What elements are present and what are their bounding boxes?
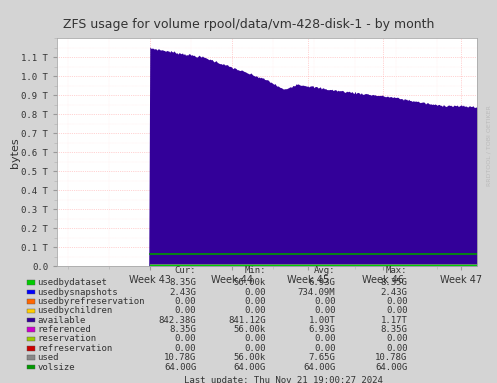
Text: used: used xyxy=(37,353,59,362)
Text: 0.00: 0.00 xyxy=(245,288,266,296)
Text: RRDTOOL / TOBI OETIKER: RRDTOOL / TOBI OETIKER xyxy=(486,105,491,186)
Text: 0.00: 0.00 xyxy=(314,334,335,344)
Text: 0.00: 0.00 xyxy=(175,297,196,306)
Text: 1.17T: 1.17T xyxy=(381,316,408,325)
Text: Last update: Thu Nov 21 19:00:27 2024: Last update: Thu Nov 21 19:00:27 2024 xyxy=(184,376,383,383)
Text: reservation: reservation xyxy=(37,334,96,344)
Text: available: available xyxy=(37,316,85,325)
Text: 0.00: 0.00 xyxy=(245,297,266,306)
Text: 56.00k: 56.00k xyxy=(234,325,266,334)
Text: usedbychildren: usedbychildren xyxy=(37,306,112,315)
Text: usedbysnapshots: usedbysnapshots xyxy=(37,288,118,296)
Y-axis label: bytes: bytes xyxy=(10,137,20,167)
Text: referenced: referenced xyxy=(37,325,91,334)
Text: 0.00: 0.00 xyxy=(175,344,196,353)
Text: 0.00: 0.00 xyxy=(175,334,196,344)
Text: usedbyrefreservation: usedbyrefreservation xyxy=(37,297,145,306)
Text: 10.78G: 10.78G xyxy=(164,353,196,362)
Text: Min:: Min: xyxy=(245,266,266,275)
Text: 0.00: 0.00 xyxy=(245,306,266,315)
Text: 0.00: 0.00 xyxy=(386,344,408,353)
Text: 8.35G: 8.35G xyxy=(381,325,408,334)
Text: Cur:: Cur: xyxy=(175,266,196,275)
Text: 6.93G: 6.93G xyxy=(309,325,335,334)
Text: 8.35G: 8.35G xyxy=(381,278,408,287)
Text: 0.00: 0.00 xyxy=(245,334,266,344)
Text: 64.00G: 64.00G xyxy=(234,363,266,372)
Text: 8.35G: 8.35G xyxy=(169,325,196,334)
Text: 734.09M: 734.09M xyxy=(298,288,335,296)
Text: 0.00: 0.00 xyxy=(245,344,266,353)
Text: refreservation: refreservation xyxy=(37,344,112,353)
Text: 6.93G: 6.93G xyxy=(309,278,335,287)
Text: 0.00: 0.00 xyxy=(386,306,408,315)
Text: 64.00G: 64.00G xyxy=(164,363,196,372)
Text: 0.00: 0.00 xyxy=(175,306,196,315)
Text: 841.12G: 841.12G xyxy=(228,316,266,325)
Text: 0.00: 0.00 xyxy=(386,334,408,344)
Text: 8.35G: 8.35G xyxy=(169,278,196,287)
Text: 0.00: 0.00 xyxy=(314,344,335,353)
Text: 2.43G: 2.43G xyxy=(381,288,408,296)
Text: ZFS usage for volume rpool/data/vm-428-disk-1 - by month: ZFS usage for volume rpool/data/vm-428-d… xyxy=(63,18,434,31)
Text: Max:: Max: xyxy=(386,266,408,275)
Text: 56.00k: 56.00k xyxy=(234,353,266,362)
Text: 10.78G: 10.78G xyxy=(375,353,408,362)
Text: 1.00T: 1.00T xyxy=(309,316,335,325)
Text: 2.43G: 2.43G xyxy=(169,288,196,296)
Text: 0.00: 0.00 xyxy=(314,297,335,306)
Text: 0.00: 0.00 xyxy=(386,297,408,306)
Text: 0.00: 0.00 xyxy=(314,306,335,315)
Text: volsize: volsize xyxy=(37,363,75,372)
Text: Avg:: Avg: xyxy=(314,266,335,275)
Text: 7.65G: 7.65G xyxy=(309,353,335,362)
Text: 56.00k: 56.00k xyxy=(234,278,266,287)
Text: usedbydataset: usedbydataset xyxy=(37,278,107,287)
Text: 64.00G: 64.00G xyxy=(375,363,408,372)
Text: 64.00G: 64.00G xyxy=(303,363,335,372)
Text: 842.38G: 842.38G xyxy=(159,316,196,325)
